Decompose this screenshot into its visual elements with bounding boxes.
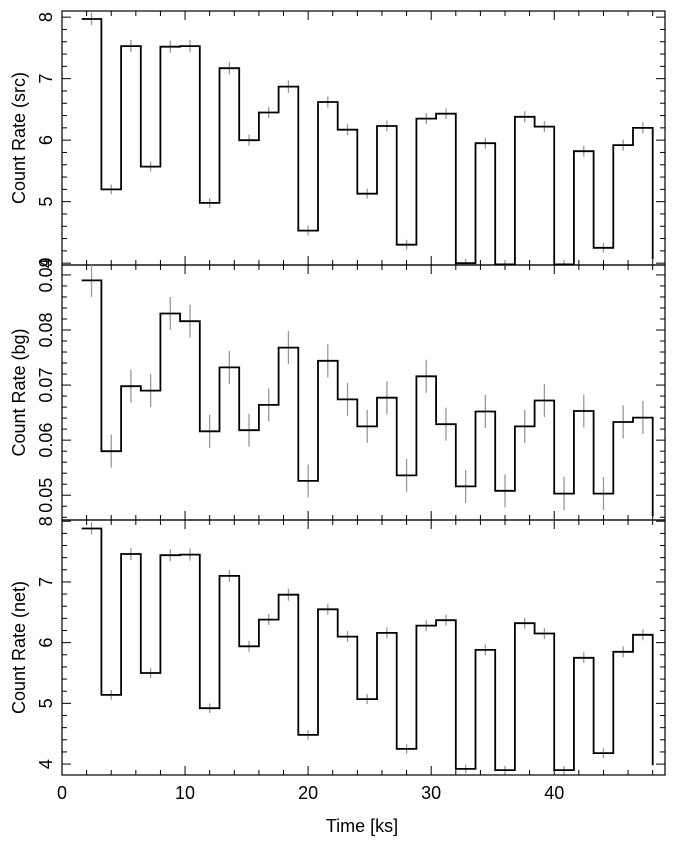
panel-data (81, 522, 654, 775)
y-tick-label: 7 (36, 74, 56, 84)
y-axis-label: Count Rate (src) (9, 72, 29, 204)
y-tick-label: 4 (36, 258, 56, 268)
y-tick-label: 5 (36, 197, 56, 207)
y-axis-label: Count Rate (bg) (9, 328, 29, 456)
x-axis-label: Time [ks] (326, 816, 398, 836)
panel-src: 4 5 6 7 8 Count Rate (src) (9, 10, 666, 268)
x-tick-label: 10 (175, 783, 195, 803)
panel-net: 4 5 6 7 8 Count Rate (net) (9, 516, 666, 776)
x-tick-label: 40 (544, 783, 564, 803)
y-tick-label: 8 (36, 12, 56, 22)
series-step-line (81, 279, 654, 517)
y-tick-label: 0.07 (36, 368, 56, 403)
x-axis: Time [ks] 0 10 20 30 40 (57, 783, 564, 836)
y-tick-label: 5 (36, 698, 56, 708)
x-tick-label: 30 (421, 783, 441, 803)
series-step-line (81, 527, 654, 771)
y-tick-label: 0.06 (36, 423, 56, 458)
y-tick-label: 7 (36, 577, 56, 587)
y-tick-label: 6 (36, 638, 56, 648)
y-axis-label: Count Rate (net) (9, 581, 29, 714)
x-tick-label: 20 (298, 783, 318, 803)
panel-data (81, 265, 654, 517)
series-step-line (81, 18, 654, 265)
y-tick-label: 0.08 (36, 312, 56, 347)
y-tick-label: 0.09 (36, 257, 56, 292)
panel-data (81, 12, 654, 265)
y-tick-label: 6 (36, 135, 56, 145)
x-tick-label: 0 (57, 783, 67, 803)
y-tick-label: 8 (36, 516, 56, 526)
panel-bg: 0.05 0.06 0.07 0.08 0.09 Count Rate (bg) (9, 257, 666, 521)
y-tick-label: 0.05 (36, 478, 56, 513)
y-tick-label: 4 (36, 759, 56, 769)
panel-frame (61, 519, 666, 776)
